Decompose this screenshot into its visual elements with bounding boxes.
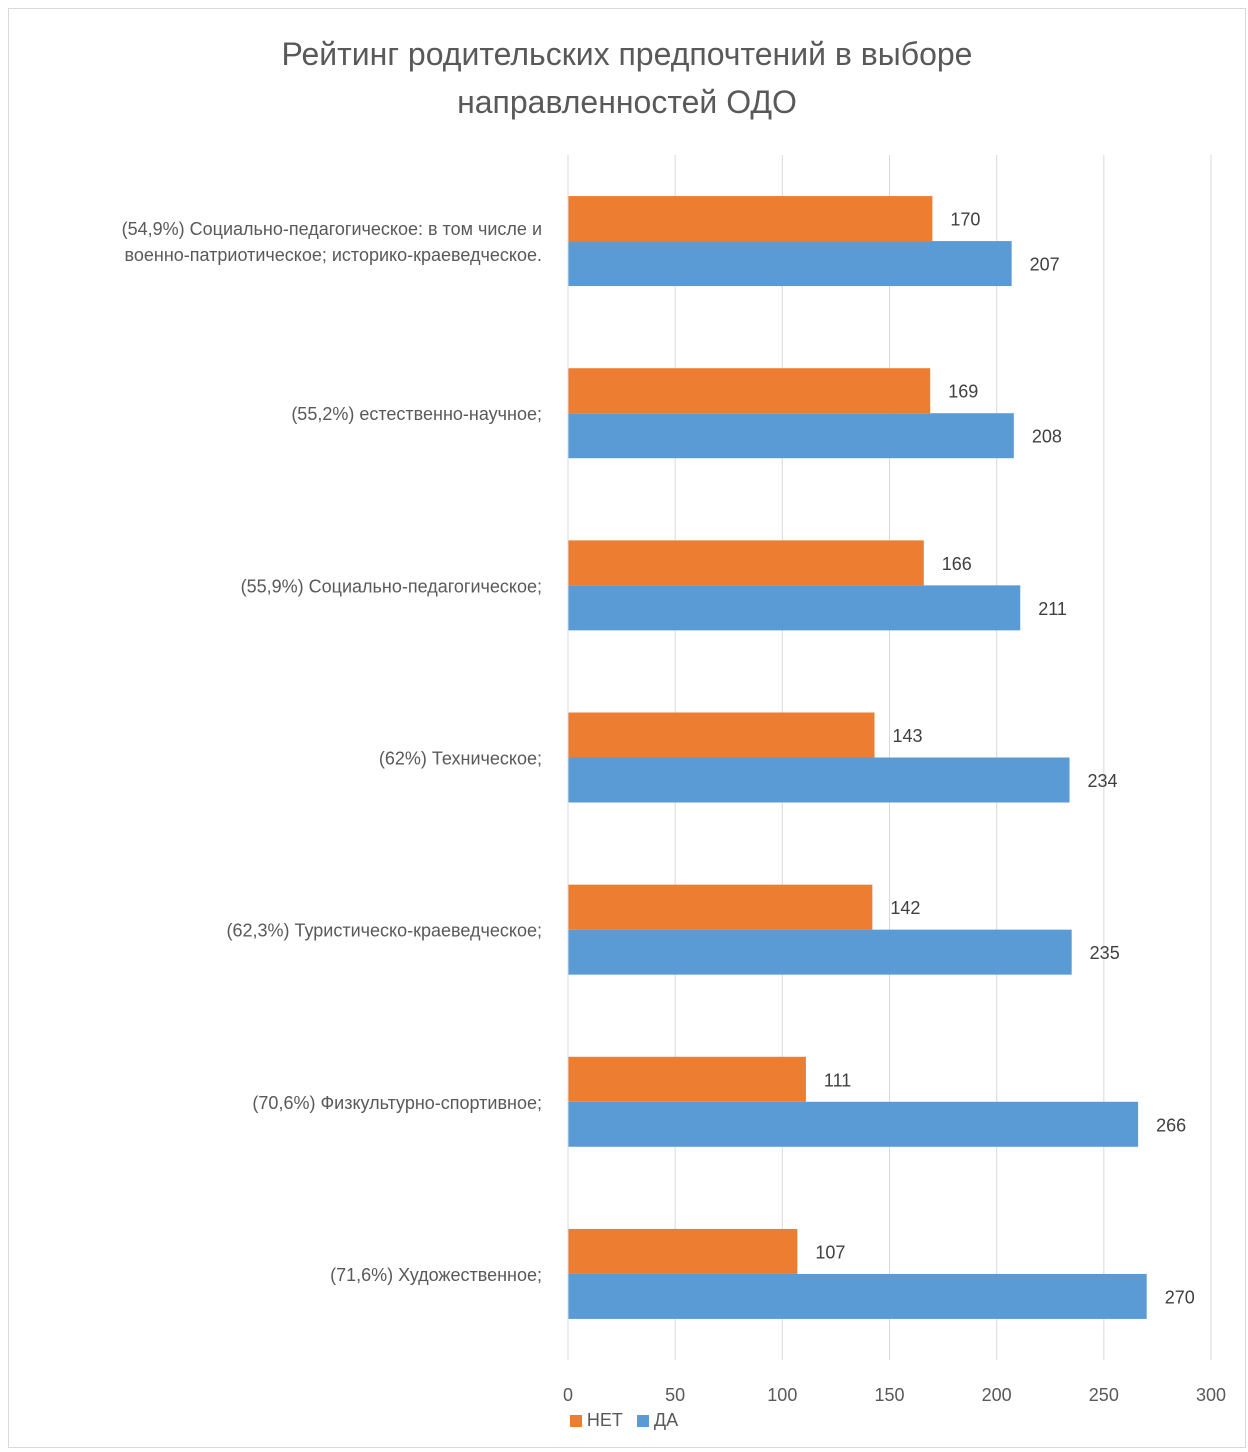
data-label-net-6: 107 [815, 1242, 845, 1262]
data-label-net-4: 142 [890, 898, 920, 918]
category-label-1: (55,2%) естественно-научное; [291, 404, 542, 424]
bar-da-0 [568, 241, 1012, 287]
category-label-3: (62%) Техническое; [379, 749, 542, 769]
legend-swatch-net [569, 1414, 582, 1427]
data-label-da-2: 211 [1038, 599, 1067, 619]
data-label-net-5: 111 [824, 1070, 851, 1090]
category-label-0-line-1: военно-патриотическое; историко-краеведч… [125, 245, 542, 265]
category-label-6: (71,6%) Художественное; [330, 1265, 542, 1285]
category-label-5: (70,6%) Физкультурно-спортивное; [252, 1093, 542, 1113]
x-tick-label-300: 300 [1196, 1385, 1226, 1405]
bar-net-4 [568, 884, 873, 930]
bar-da-5 [568, 1101, 1139, 1147]
legend-label-da: ДА [653, 1410, 679, 1430]
data-label-da-1: 208 [1032, 427, 1062, 447]
bar-da-6 [568, 1273, 1147, 1319]
data-label-net-0: 170 [950, 210, 980, 230]
bar-da-2 [568, 585, 1021, 631]
data-label-da-4: 235 [1090, 943, 1120, 963]
category-label-0-line-0: (54,9%) Социально-педагогическое: в том … [122, 219, 542, 239]
bar-da-1 [568, 413, 1014, 459]
bar-net-5 [568, 1056, 806, 1102]
chart-title: Рейтинг родительских предпочтений в выбо… [8, 30, 1246, 126]
chart-title-line-2: направленностей ОДО [457, 84, 797, 120]
data-label-net-2: 166 [942, 554, 972, 574]
x-tick-label-250: 250 [1089, 1385, 1119, 1405]
bar-net-1 [568, 368, 931, 414]
data-label-da-3: 234 [1088, 771, 1118, 791]
category-label-4: (62,3%) Туристическо-краеведческое; [226, 921, 542, 941]
legend-swatch-da [636, 1414, 649, 1427]
data-label-da-0: 207 [1030, 255, 1060, 275]
x-tick-label-100: 100 [767, 1385, 797, 1405]
category-label-2: (55,9%) Социально-педагогическое; [241, 576, 542, 596]
bar-da-3 [568, 757, 1070, 803]
legend-label-net: НЕТ [586, 1410, 623, 1430]
bar-net-0 [568, 196, 933, 242]
bar-net-3 [568, 712, 875, 758]
legend-item-net: НЕТ [569, 1410, 623, 1431]
x-tick-label-0: 0 [563, 1385, 573, 1405]
data-label-net-1: 169 [948, 382, 978, 402]
bar-net-2 [568, 540, 924, 586]
bar-da-4 [568, 929, 1072, 975]
x-tick-label-50: 50 [665, 1385, 685, 1405]
legend-item-da: ДА [636, 1410, 679, 1431]
x-tick-label-150: 150 [874, 1385, 904, 1405]
chart-title-line-1: Рейтинг родительских предпочтений в выбо… [281, 36, 973, 72]
bar-net-6 [568, 1228, 798, 1274]
x-tick-label-200: 200 [982, 1385, 1012, 1405]
data-label-net-3: 143 [892, 726, 922, 746]
legend: НЕТ ДА [0, 1410, 1248, 1431]
data-label-da-6: 270 [1165, 1287, 1195, 1307]
data-label-da-5: 266 [1156, 1115, 1186, 1135]
